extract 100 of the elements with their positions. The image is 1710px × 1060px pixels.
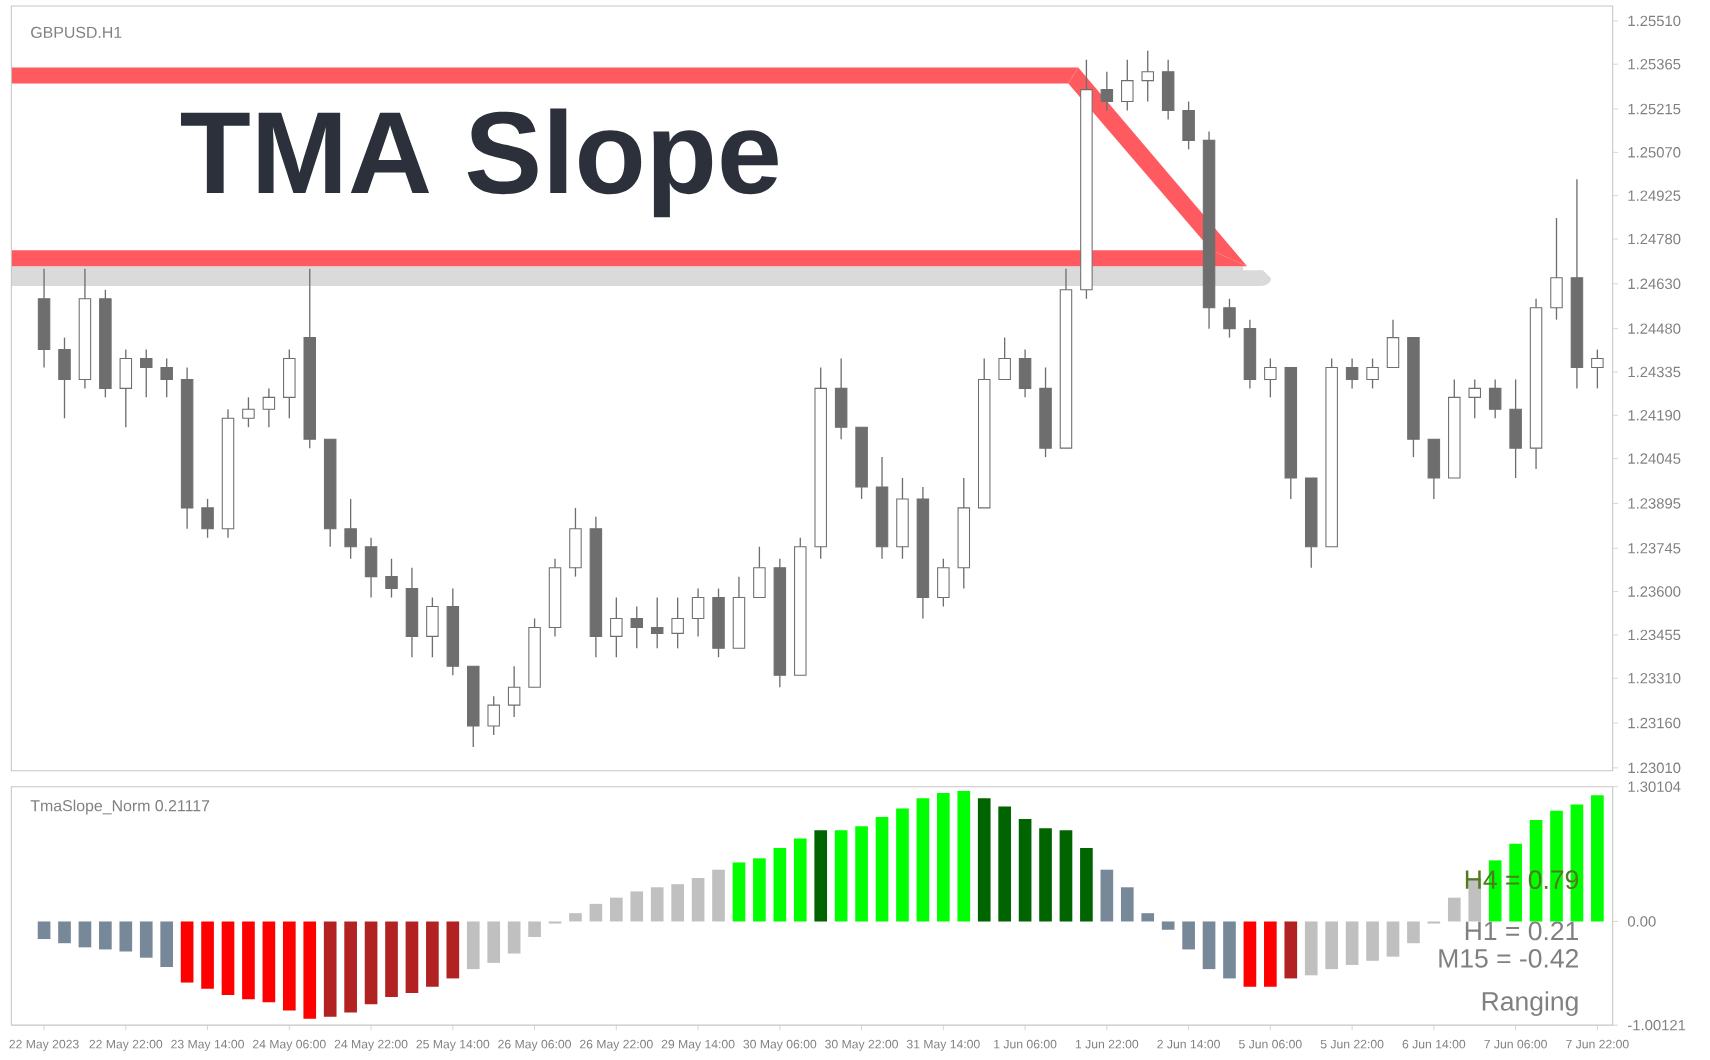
- bar: [1182, 921, 1195, 949]
- candlestick: [283, 348, 296, 419]
- candlestick: [1121, 58, 1134, 111]
- bar: [221, 921, 235, 995]
- candlestick: [1161, 58, 1175, 120]
- bar: [1100, 869, 1114, 922]
- bar: [977, 797, 991, 922]
- bar: [875, 816, 889, 922]
- candlestick: [58, 336, 71, 419]
- bar: [691, 877, 705, 922]
- bar: [507, 921, 521, 954]
- candlestick: [1488, 378, 1502, 419]
- candlestick: [1018, 348, 1032, 398]
- bar: [753, 857, 766, 922]
- bar: [303, 921, 317, 1019]
- bar: [896, 808, 909, 922]
- candlestick: [998, 336, 1011, 380]
- bar: [569, 912, 582, 922]
- bar: [385, 921, 398, 997]
- bar: [650, 886, 664, 922]
- bar: [282, 921, 296, 1011]
- candlestick: [364, 536, 378, 598]
- candlestick: [834, 357, 848, 440]
- candlestick: [426, 596, 439, 658]
- candlestick: [1182, 100, 1195, 150]
- candlestick: [160, 357, 173, 398]
- bar: [1509, 843, 1522, 922]
- candlestick: [119, 348, 133, 428]
- candlestick: [1100, 70, 1114, 111]
- candlestick: [1345, 357, 1359, 389]
- bar: [528, 921, 541, 937]
- bar: [37, 921, 51, 939]
- bar: [773, 847, 787, 922]
- bar: [99, 921, 112, 949]
- candlestick: [1509, 378, 1522, 479]
- candlestick: [1550, 216, 1563, 320]
- candlestick: [630, 605, 644, 649]
- bar: [1325, 921, 1338, 969]
- bar: [119, 921, 133, 952]
- bar: [446, 921, 460, 978]
- bar: [630, 890, 644, 922]
- candlestick: [1141, 49, 1154, 102]
- bar: [180, 921, 194, 983]
- candlestick: [937, 557, 950, 607]
- candlestick: [610, 596, 623, 658]
- bar: [405, 921, 419, 993]
- bar: [814, 829, 828, 922]
- candlestick: [671, 596, 684, 649]
- bar: [1161, 921, 1175, 930]
- candlestick: [507, 665, 521, 718]
- candlestick: [201, 497, 214, 539]
- bar: [916, 797, 930, 922]
- bar: [1202, 921, 1216, 969]
- annotation: Ranging: [1482, 990, 1578, 1016]
- bar: [1120, 886, 1134, 922]
- candlestick: [487, 695, 500, 736]
- candlestick: [650, 596, 664, 649]
- candlestick: [344, 497, 357, 559]
- text: TMA Slope: [180, 108, 778, 217]
- bar: [487, 921, 501, 963]
- bar: [426, 921, 439, 987]
- candlestick: [569, 506, 582, 577]
- bar: [466, 921, 480, 969]
- bar: [1264, 921, 1277, 987]
- bar: [364, 921, 378, 1004]
- bar: [1366, 921, 1379, 961]
- candlestick: [242, 396, 255, 428]
- candlestick: [1386, 318, 1400, 368]
- annotation: H1 = 0.21: [1465, 921, 1579, 940]
- candlestick: [1366, 357, 1379, 389]
- candlestick: [691, 587, 705, 637]
- bar: [78, 921, 92, 947]
- bar: [58, 921, 71, 943]
- candlestick: [140, 348, 153, 398]
- bar: [834, 829, 848, 922]
- bar: [855, 825, 868, 922]
- bar: [139, 921, 153, 958]
- bar: [1080, 847, 1093, 922]
- candlestick: [896, 476, 909, 559]
- bar: [1018, 818, 1032, 922]
- candlestick: [405, 566, 419, 658]
- bar: [671, 883, 684, 922]
- bar: [323, 921, 337, 1017]
- bar: [344, 921, 357, 1013]
- candlestick: [385, 557, 398, 598]
- bar: [937, 792, 950, 922]
- bar: [1407, 921, 1420, 943]
- bar: [1039, 827, 1052, 922]
- bar: [1141, 912, 1155, 922]
- bar: [1223, 921, 1236, 978]
- bar: [589, 903, 603, 922]
- bar: [1284, 921, 1298, 978]
- candlestick: [1264, 357, 1277, 398]
- candlestick: [262, 387, 276, 428]
- bar: [262, 921, 276, 1002]
- bar: [1243, 921, 1257, 987]
- bar: [201, 921, 214, 989]
- bar: [1447, 897, 1461, 922]
- candlestick: [1223, 297, 1236, 338]
- bar: [732, 862, 746, 922]
